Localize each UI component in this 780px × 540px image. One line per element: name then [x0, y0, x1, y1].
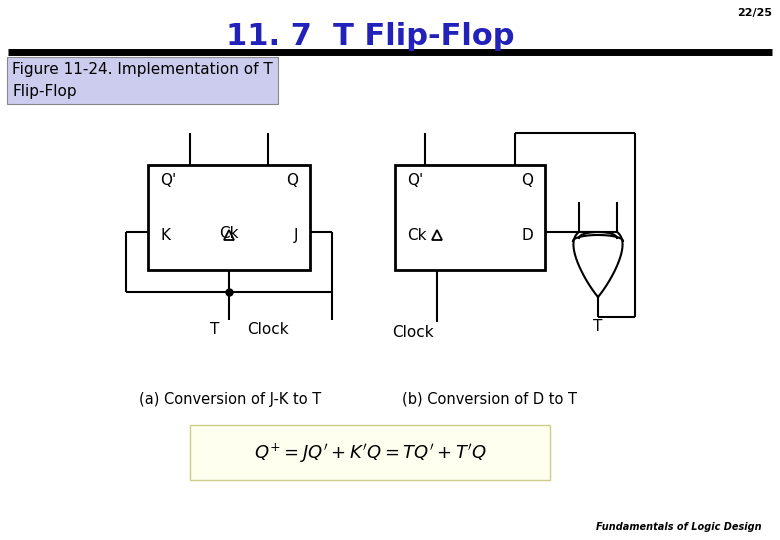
Text: J: J [293, 228, 298, 243]
Text: Q': Q' [407, 173, 424, 188]
Bar [395, 165, 545, 270]
FancyBboxPatch shape [190, 425, 550, 480]
Text: D: D [521, 228, 533, 243]
Text: Clock: Clock [392, 325, 434, 340]
Text: (a) Conversion of J-K to T: (a) Conversion of J-K to T [139, 392, 321, 407]
Text: Q': Q' [160, 173, 176, 188]
Text: Q: Q [286, 173, 298, 188]
Text: Ck: Ck [219, 226, 239, 241]
Text: Ck: Ck [407, 228, 427, 243]
Text: (b) Conversion of D to T: (b) Conversion of D to T [402, 392, 577, 407]
Text: T: T [211, 322, 220, 337]
Text: K: K [160, 228, 170, 243]
Text: Clock: Clock [247, 322, 289, 337]
Text: 22/25: 22/25 [737, 8, 772, 18]
Text: Fundamentals of Logic Design: Fundamentals of Logic Design [597, 522, 762, 532]
Bar [148, 165, 310, 270]
Text: Q: Q [521, 173, 533, 188]
Text: Figure 11-24. Implementation of T
Flip-Flop: Figure 11-24. Implementation of T Flip-F… [12, 62, 273, 99]
Text: T: T [594, 319, 603, 334]
Text: 11. 7  T Flip-Flop: 11. 7 T Flip-Flop [225, 22, 514, 51]
Text: $Q^{+} = JQ' + K'Q = TQ' + T'Q$: $Q^{+} = JQ' + K'Q = TQ' + T'Q$ [254, 441, 487, 464]
